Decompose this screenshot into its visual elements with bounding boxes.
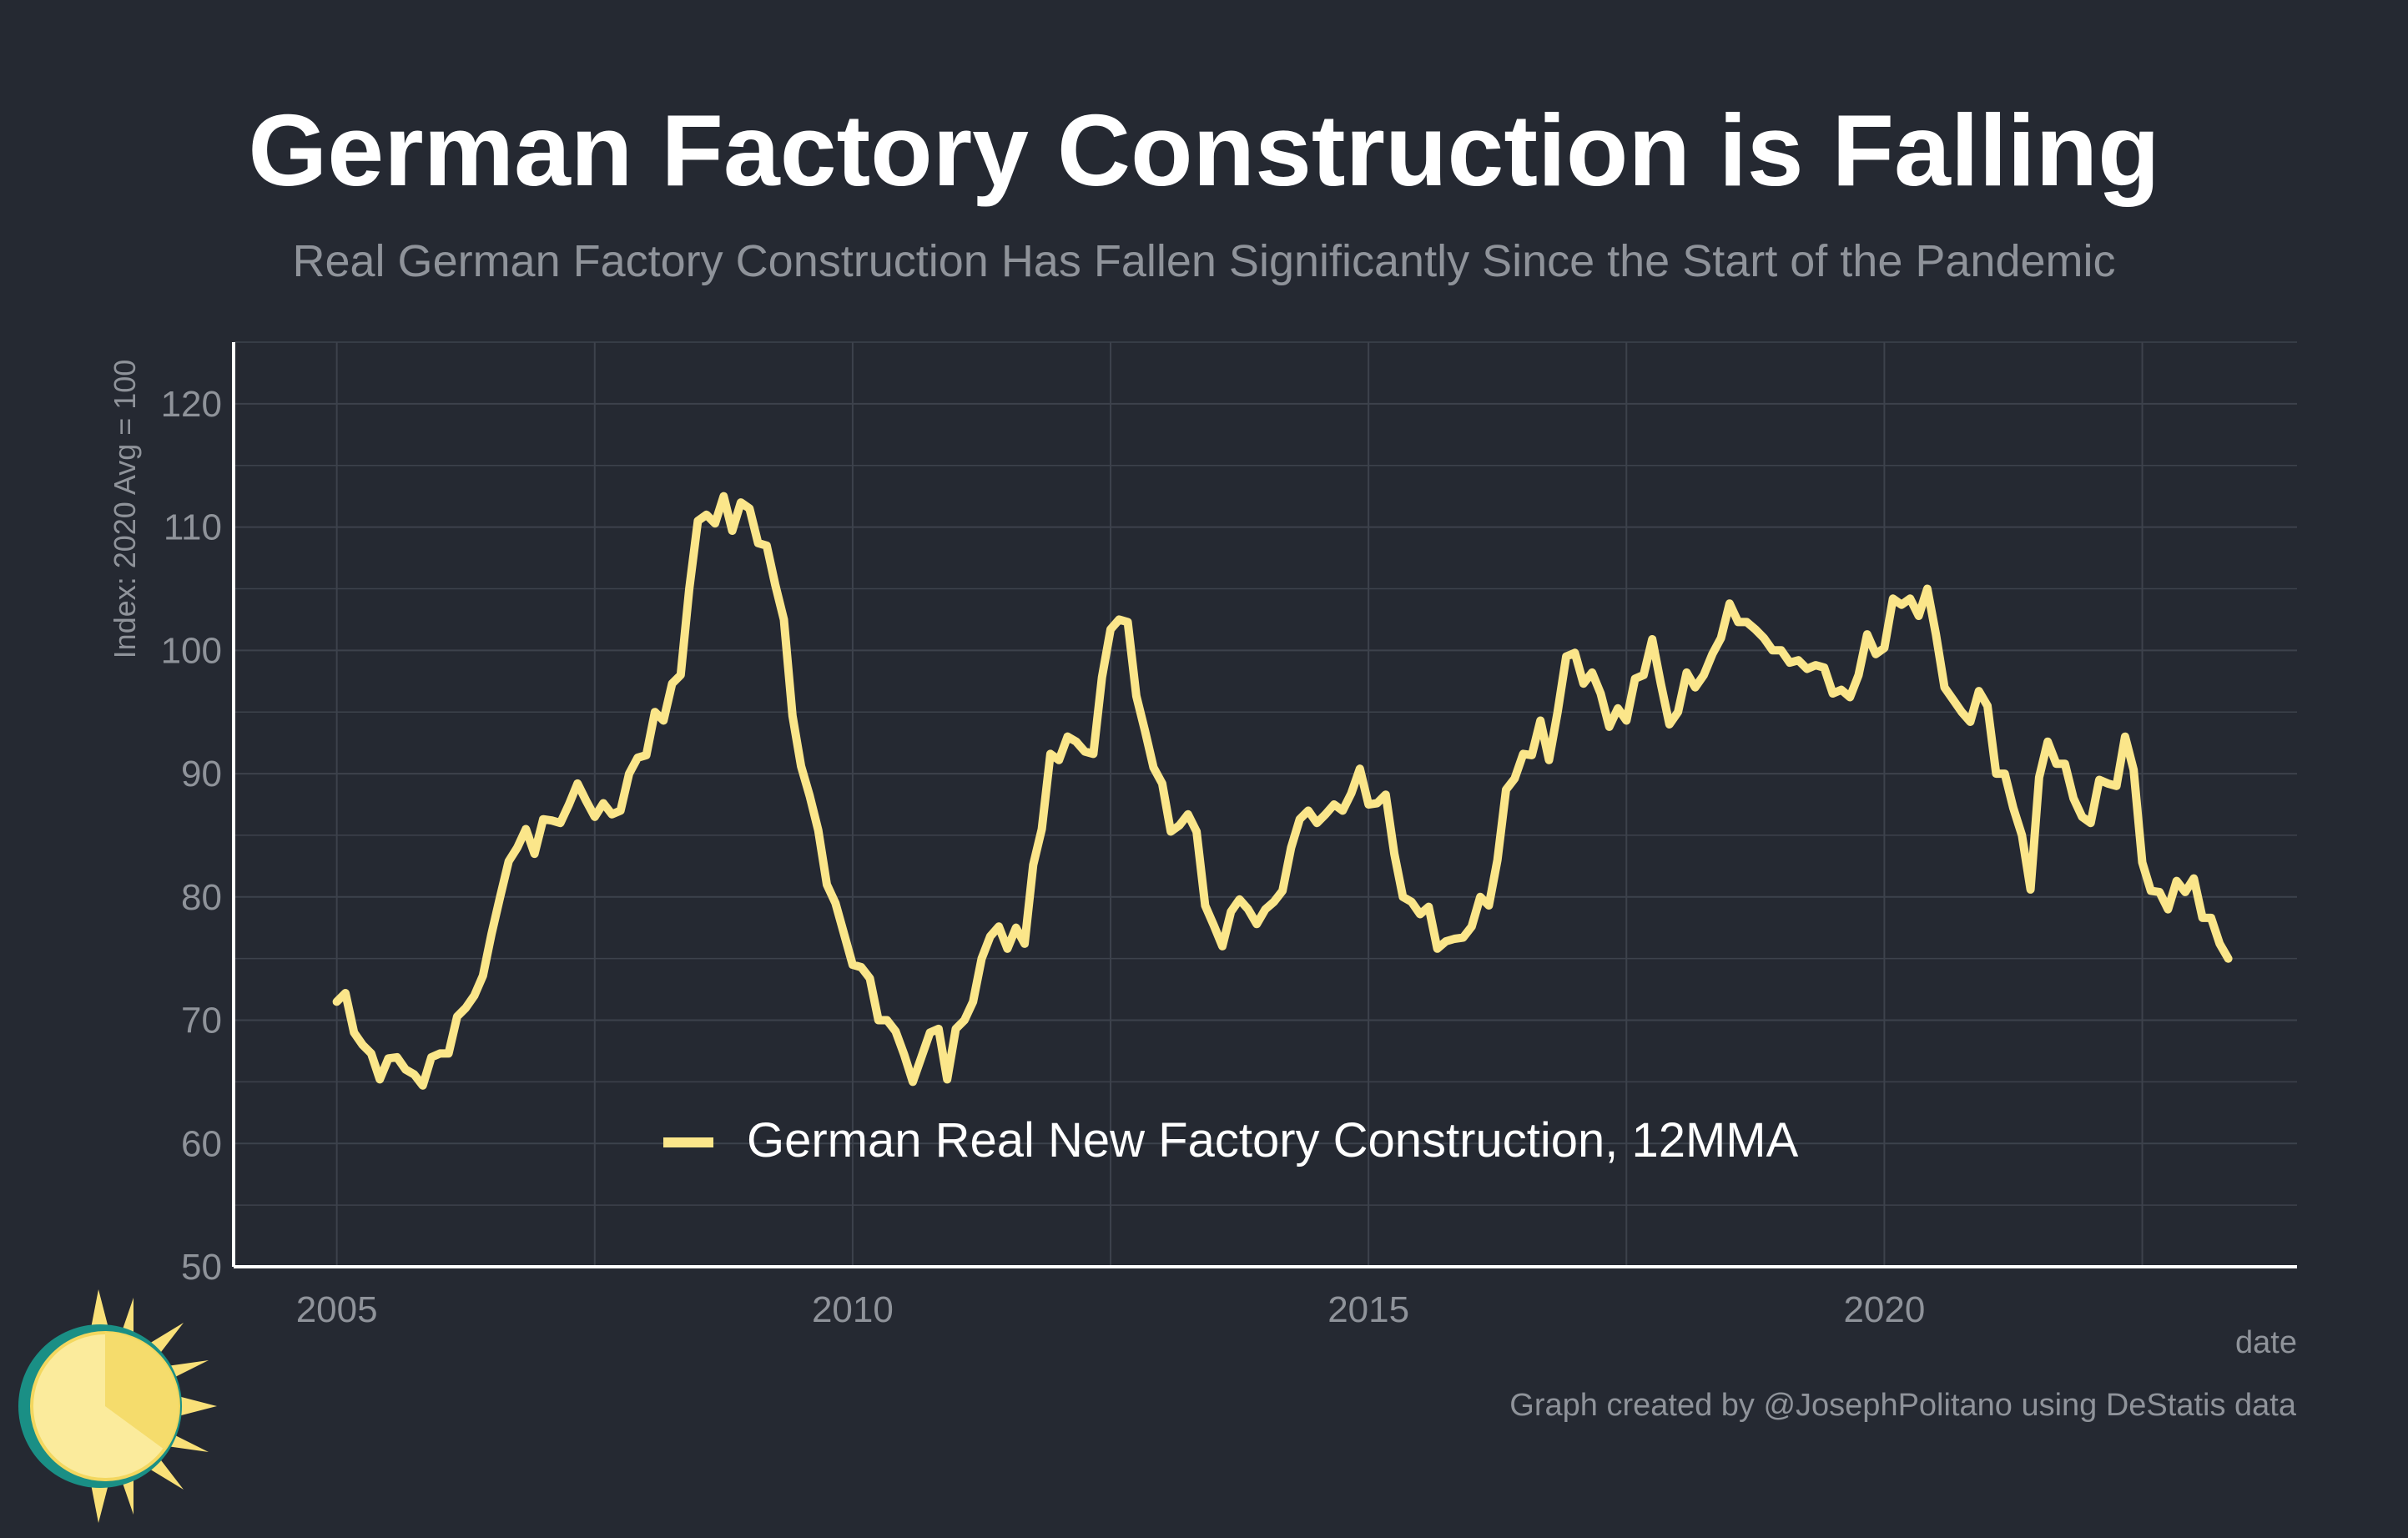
x-tick-label: 2015 <box>1327 1289 1409 1330</box>
x-tick-label: 2010 <box>812 1289 894 1330</box>
y-tick-label: 120 <box>161 384 222 425</box>
y-tick-label: 70 <box>181 1001 222 1041</box>
chart-title: German Factory Construction is Falling <box>248 93 2160 207</box>
x-axis-label: date <box>2235 1325 2297 1360</box>
x-axis-ticks: 2005 2010 2015 2020 <box>296 1289 1926 1330</box>
legend-label: German Real New Factory Construction, 12… <box>747 1113 1799 1167</box>
x-tick-label: 2020 <box>1843 1289 1925 1330</box>
x-tick-label: 2005 <box>296 1289 378 1330</box>
chart-subtitle: Real German Factory Construction Has Fal… <box>292 236 2116 286</box>
chart-grid <box>234 341 2297 1268</box>
y-tick-label: 50 <box>181 1247 222 1288</box>
y-axis-ticks: 50 60 70 80 90 100 110 120 <box>161 384 222 1288</box>
chart-axes <box>232 342 2297 1268</box>
y-tick-label: 60 <box>181 1123 222 1164</box>
y-tick-label: 100 <box>161 630 222 671</box>
sun-logo-icon <box>18 1289 217 1523</box>
y-tick-label: 90 <box>181 754 222 794</box>
y-tick-label: 110 <box>164 507 222 548</box>
series-line <box>332 492 2233 1090</box>
source-caption: Graph created by @JosephPolitano using D… <box>1509 1388 2296 1423</box>
legend: German Real New Factory Construction, 12… <box>663 1113 1799 1167</box>
y-tick-label: 80 <box>181 877 222 918</box>
series-layer <box>332 492 2233 1090</box>
y-axis-label: Index: 2020 Avg = 100 <box>108 360 142 659</box>
